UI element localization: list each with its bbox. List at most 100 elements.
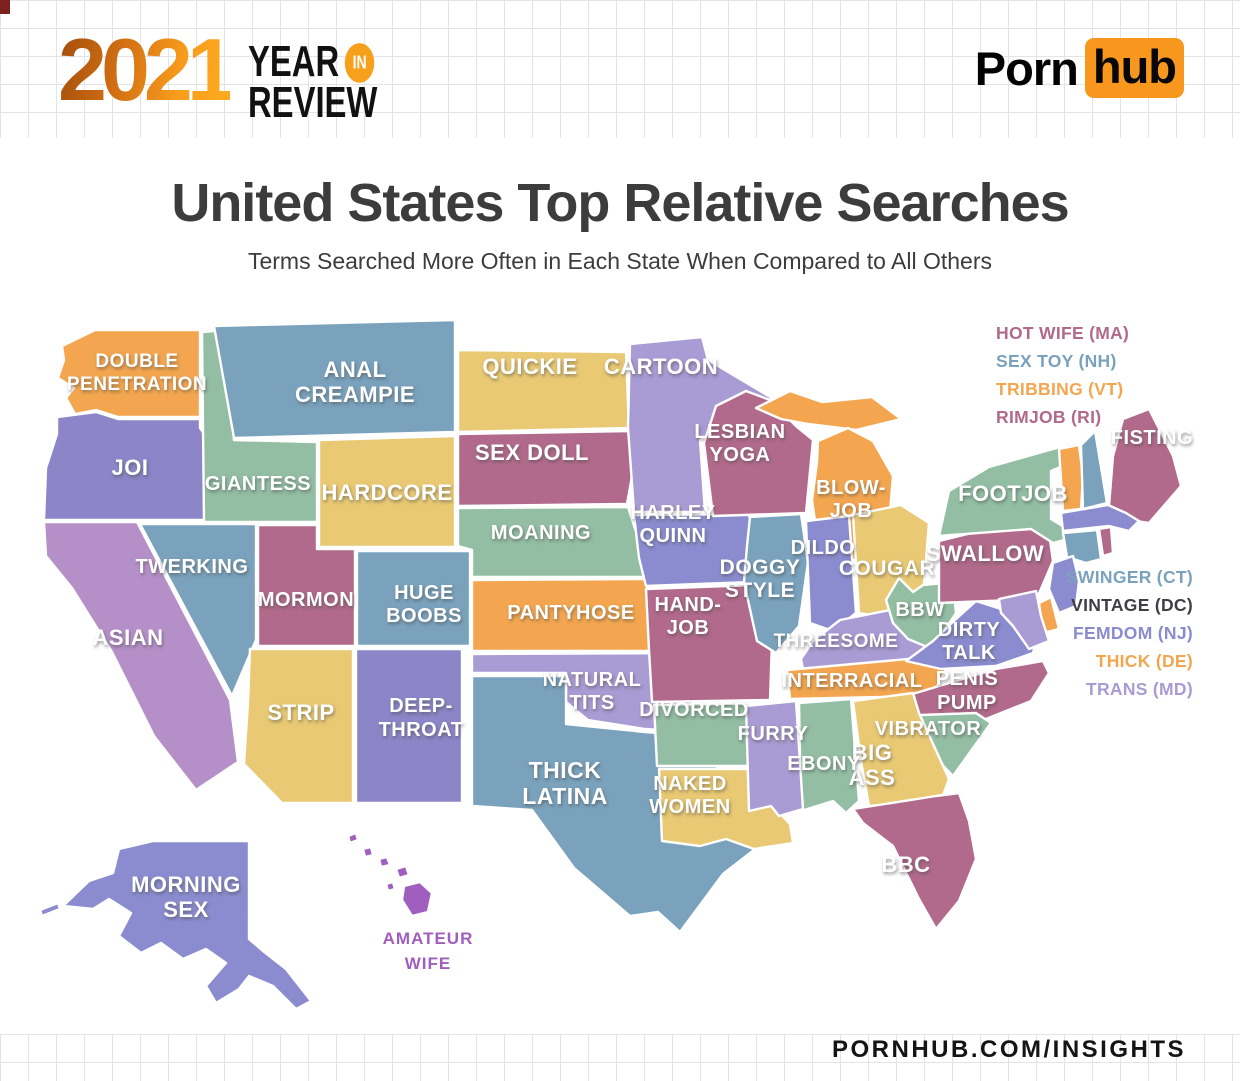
state-CA: [42, 520, 240, 792]
state-UT: [256, 523, 357, 648]
legend-item: RIMJOB (RI): [996, 407, 1102, 427]
review-word: REVIEW: [247, 78, 378, 127]
state-label-WA: DOUBLE PENETRATION: [67, 351, 207, 395]
state-label-NM: DEEP-THROAT: [379, 695, 464, 741]
state-AL: [797, 697, 861, 815]
state-label-PA: SWALLOW: [926, 541, 1044, 566]
state-label-KY: THREESOME: [774, 631, 899, 652]
state-label-OH: COUGAR: [839, 557, 935, 580]
state-label-LA: NAKED WOMEN: [649, 773, 730, 818]
state-label-HI: AMATEUR WIFE: [383, 929, 474, 973]
year-in-review-logo: 2021 YEAR IN REVIEW: [58, 20, 406, 125]
state-label-WI: LESBIAN YOGA: [694, 421, 785, 466]
in-badge: IN: [344, 42, 375, 83]
state-FL: [851, 791, 978, 931]
state-label-OR: JOI: [112, 455, 149, 480]
page-subtitle: Terms Searched More Often in Each State …: [247, 248, 992, 274]
state-MA: [1059, 503, 1141, 533]
year-in-review-words: YEAR IN REVIEW: [247, 37, 378, 127]
state-label-NE: MOANING: [491, 522, 591, 544]
state-NJ: [1047, 554, 1081, 615]
brand-porn-text: Porn: [974, 41, 1079, 95]
state-HI: [377, 855, 392, 869]
state-label-AZ: STRIP: [267, 700, 334, 725]
state-label-GA: BIG ASS: [849, 740, 896, 790]
state-label-MN: CARTOON: [604, 354, 718, 379]
brand-hub-text: hub: [1084, 38, 1184, 98]
state-MD: [997, 589, 1051, 651]
state-label-ID: GIANTESS: [205, 473, 311, 495]
state-label-KS: PANTYHOSE: [507, 602, 634, 624]
state-IL: [742, 512, 810, 655]
year-word: YEAR: [247, 37, 339, 86]
state-label-CA: ASIAN: [93, 625, 164, 650]
state-label-AL: EBONY: [787, 753, 861, 775]
state-label-SD: SEX DOLL: [475, 440, 589, 465]
year-2021-text: 2021: [58, 20, 236, 119]
pornhub-logo: Porn hub: [975, 38, 1184, 98]
background-grid-bottom: [0, 1034, 1240, 1081]
state-label-ME: FISTING: [1111, 427, 1193, 449]
state-HI: [361, 845, 375, 859]
state-MI: [754, 389, 903, 432]
state-label-AK: MORNING SEX: [131, 872, 241, 922]
corner-mark: [0, 0, 10, 14]
state-label-MS: FURRY: [738, 723, 809, 745]
state-label-WY: HARDCORE: [321, 480, 452, 505]
state-CO: [355, 549, 472, 648]
state-NV: [138, 522, 258, 698]
state-WA: [56, 328, 202, 419]
state-HI: [394, 864, 411, 880]
background-grid-top: [0, 0, 1240, 138]
state-RI: [1097, 525, 1115, 558]
state-label-MI: BLOW-JOB: [816, 477, 886, 522]
state-label-TN: INTERRACIAL: [781, 670, 922, 692]
state-label-AR: DIVORCED: [639, 699, 749, 721]
state-NH: [1079, 429, 1109, 511]
state-AZ: [242, 647, 355, 805]
state-label-MO: HAND-JOB: [655, 594, 722, 639]
legend-item: SEX TOY (NH): [996, 351, 1117, 371]
state-CT: [1061, 528, 1103, 565]
footer-insights-url: PORNHUB.COM/INSIGHTS: [831, 1036, 1186, 1063]
state-label-FL: BBC: [881, 852, 930, 877]
state-MS: [744, 699, 805, 818]
legend-small-states-midatlantic: SWINGER (CT) VINTAGE (DC) FEMDOM (NJ) THICK…: [1066, 563, 1193, 703]
state-label-OK: NATURAL TITS: [543, 669, 642, 714]
state-NM: [354, 647, 464, 805]
legend-item: TRANS (MD): [1085, 679, 1193, 699]
legend-item: FEMDOM (NJ): [1073, 623, 1193, 643]
state-label-TX: THICK LATINA: [522, 757, 608, 809]
state-label-IA: HARLEY QUINN: [630, 502, 715, 547]
legend-item: VINTAGE (DC): [1071, 595, 1193, 615]
state-label-ND: QUICKIE: [482, 354, 577, 379]
state-label-WV: BBW: [895, 599, 944, 621]
state-label-NV: TWERKING: [136, 556, 249, 578]
state-label-MT: ANAL CREAMPIE: [295, 357, 415, 407]
legend-item: HOT WIFE (MA): [996, 323, 1130, 343]
state-label-IL: DOGGY STYLE: [720, 556, 801, 602]
state-HI: [346, 831, 360, 845]
state-label-NY: FOOTJOB: [958, 481, 1068, 506]
legend-small-states-northeast: HOT WIFE (MA) SEX TOY (NH) TRIBBING (VT) RI…: [996, 319, 1129, 431]
state-HI: [384, 880, 397, 893]
state-label-NC: PENIS PUMP: [936, 668, 999, 714]
state-SD: [456, 429, 636, 508]
state-label-VA: DIRTY TALK: [938, 619, 1001, 664]
state-GA: [851, 691, 951, 808]
state-AK: [61, 839, 313, 1011]
state-WI: [702, 389, 815, 518]
page-title: United States Top Relative Searches: [171, 173, 1069, 233]
state-HI: [400, 880, 434, 918]
state-WY: [317, 434, 457, 549]
legend-item: THICK (DE): [1095, 651, 1193, 671]
state-NE: [456, 505, 648, 579]
legend-item: SWINGER (CT): [1065, 567, 1193, 587]
legend-item: TRIBBING (VT): [996, 379, 1124, 399]
state-MT: [212, 318, 457, 440]
state-label-SC: VIBRATOR: [875, 718, 982, 740]
state-label-IN: DILDO: [791, 537, 856, 559]
state-AK: [38, 901, 62, 918]
state-label-UT: MORMON: [258, 589, 354, 611]
